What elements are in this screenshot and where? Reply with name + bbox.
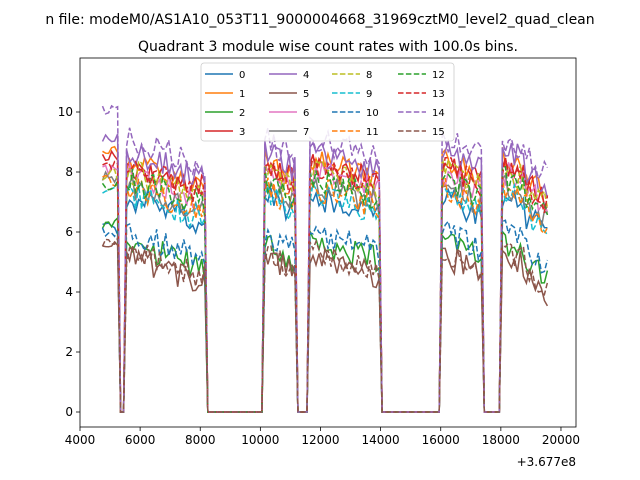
series-line-0 xyxy=(102,187,548,413)
x-offset-label: +3.677e8 xyxy=(517,455,576,469)
x-tick-label-7: 18000 xyxy=(482,433,520,447)
x-tick-label-3: 10000 xyxy=(241,433,279,447)
legend-label-14: 14 xyxy=(432,108,445,119)
legend-box xyxy=(200,62,455,142)
series-line-5 xyxy=(102,240,549,413)
series-line-6 xyxy=(102,162,549,413)
x-tick-label-4: 12000 xyxy=(301,433,339,447)
legend-label-15: 15 xyxy=(432,127,445,138)
legend-label-9: 9 xyxy=(366,89,372,100)
y-tick-label-0: 0 xyxy=(65,405,73,419)
series-line-14 xyxy=(101,104,549,413)
series-line-13 xyxy=(102,154,549,413)
legend-label-10: 10 xyxy=(366,108,379,119)
legend-label-13: 13 xyxy=(432,89,445,100)
legend-label-0: 0 xyxy=(239,70,245,81)
series-line-7 xyxy=(101,170,548,413)
series-line-10 xyxy=(101,219,549,413)
legend-label-12: 12 xyxy=(432,70,445,81)
plot-frame xyxy=(79,57,577,428)
legend-label-7: 7 xyxy=(303,127,309,138)
legend-label-2: 2 xyxy=(239,108,245,119)
y-tick-label-3: 6 xyxy=(65,225,73,239)
series-lines xyxy=(101,104,549,413)
series-line-12 xyxy=(101,165,549,413)
chart-title: Quadrant 3 module wise count rates with … xyxy=(138,39,518,55)
y-tick-label-1: 2 xyxy=(65,345,73,359)
x-tick-label-5: 14000 xyxy=(362,433,400,447)
legend-label-5: 5 xyxy=(303,89,309,100)
series-line-11 xyxy=(102,174,549,413)
x-tick-label-0: 4000 xyxy=(65,433,96,447)
legend-label-11: 11 xyxy=(366,127,379,138)
legend-label-6: 6 xyxy=(303,108,309,119)
figure-suptitle: n file: modeM0/AS1A10_053T11_9000004668_… xyxy=(45,12,594,28)
x-tick-label-1: 6000 xyxy=(125,433,156,447)
series-line-4 xyxy=(101,133,549,413)
x-tick-label-2: 8000 xyxy=(185,433,216,447)
legend-label-4: 4 xyxy=(303,70,309,81)
x-tick-label-8: 20000 xyxy=(542,433,580,447)
y-tick-label-4: 8 xyxy=(65,165,73,179)
legend-label-8: 8 xyxy=(366,70,372,81)
legend-label-3: 3 xyxy=(239,127,245,138)
y-tick-label-5: 10 xyxy=(58,105,73,119)
x-tick-label-6: 16000 xyxy=(422,433,460,447)
series-line-15 xyxy=(101,237,549,413)
y-tick-label-2: 4 xyxy=(65,285,73,299)
legend-label-1: 1 xyxy=(239,89,245,100)
axes: 4000 6000 8000 10000 12000 14000 16000 18000 200… xyxy=(58,105,580,447)
